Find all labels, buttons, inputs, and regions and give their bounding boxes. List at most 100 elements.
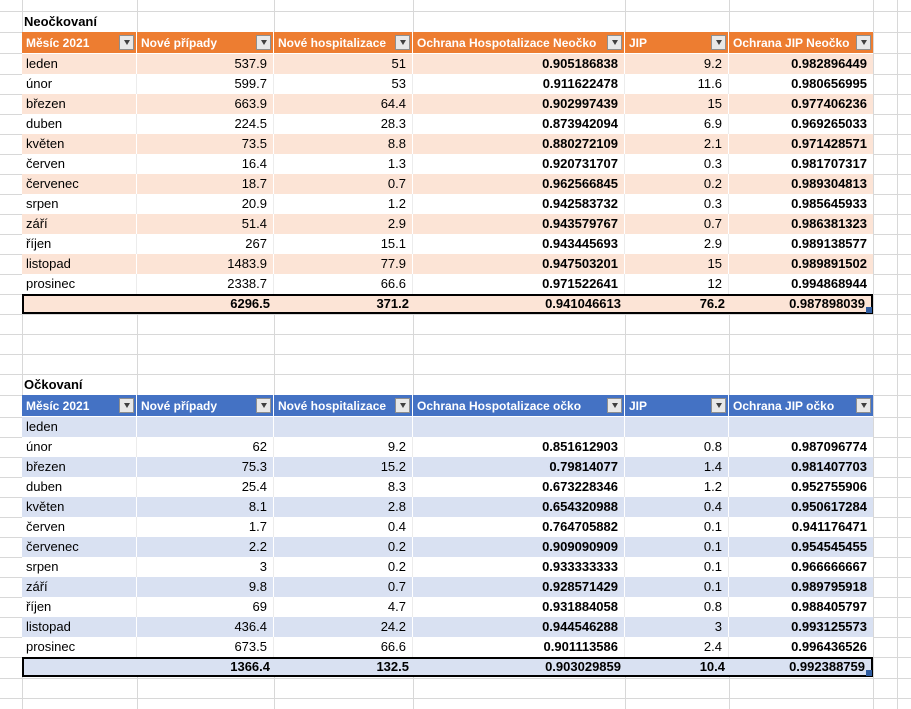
value-cell[interactable]: 0.911622478: [413, 74, 625, 94]
value-cell[interactable]: 0.920731707: [413, 154, 625, 174]
value-cell[interactable]: 0.942583732: [413, 194, 625, 214]
value-cell[interactable]: 0.996436526: [791, 639, 867, 654]
value-cell[interactable]: 1.7: [137, 517, 274, 537]
value-cell[interactable]: 0.79814077: [413, 457, 625, 477]
value-cell[interactable]: 6.9: [625, 114, 729, 134]
fill-handle[interactable]: [866, 670, 872, 676]
value-cell[interactable]: 0.4: [625, 497, 729, 517]
value-cell[interactable]: 51: [274, 54, 413, 74]
total-cell[interactable]: 6296.5: [230, 296, 270, 311]
value-cell[interactable]: 9.2: [274, 437, 413, 457]
value-cell[interactable]: 0.873942094: [413, 114, 625, 134]
value-cell[interactable]: 24.2: [274, 617, 413, 637]
value-cell[interactable]: 0.981707317: [791, 156, 867, 171]
value-cell[interactable]: 15.1: [274, 234, 413, 254]
value-cell[interactable]: 537.9: [137, 54, 274, 74]
month-cell[interactable]: březen: [22, 94, 137, 114]
value-cell[interactable]: 0.673228346: [413, 477, 625, 497]
value-cell[interactable]: 0.977406236: [791, 96, 867, 111]
value-cell[interactable]: 1483.9: [137, 254, 274, 274]
value-cell[interactable]: 0.962566845: [413, 174, 625, 194]
value-cell[interactable]: 0.905186838: [413, 54, 625, 74]
month-cell[interactable]: říjen: [22, 234, 137, 254]
value-cell[interactable]: 9.2: [625, 54, 729, 74]
value-cell[interactable]: 66.6: [274, 637, 413, 657]
value-cell[interactable]: 0.4: [274, 517, 413, 537]
value-cell[interactable]: 1.2: [625, 477, 729, 497]
filter-dropdown-icon[interactable]: [395, 35, 410, 50]
value-cell[interactable]: 0.901113586: [413, 637, 625, 657]
column-header[interactable]: Nové případy: [137, 32, 274, 54]
value-cell[interactable]: 0.986381323: [791, 216, 867, 231]
month-cell[interactable]: červenec: [22, 537, 137, 557]
filter-dropdown-icon[interactable]: [711, 35, 726, 50]
value-cell[interactable]: 0.933333333: [413, 557, 625, 577]
value-cell[interactable]: 1.4: [625, 457, 729, 477]
value-cell[interactable]: 0.943445693: [413, 234, 625, 254]
month-cell[interactable]: září: [22, 214, 137, 234]
month-cell[interactable]: únor: [22, 437, 137, 457]
value-cell[interactable]: 0.971428571: [791, 136, 867, 151]
value-cell[interactable]: 0.966666667: [791, 559, 867, 574]
value-cell[interactable]: 69: [137, 597, 274, 617]
total-cell[interactable]: 371.2: [376, 296, 409, 311]
value-cell[interactable]: 15: [625, 254, 729, 274]
total-cell[interactable]: [24, 296, 139, 312]
total-cell[interactable]: 0.987898039: [789, 296, 865, 311]
month-cell[interactable]: listopad: [22, 254, 137, 274]
month-cell[interactable]: srpen: [22, 194, 137, 214]
column-header[interactable]: Nové hospitalizace: [274, 32, 413, 54]
month-cell[interactable]: prosinec: [22, 274, 137, 294]
month-cell[interactable]: duben: [22, 477, 137, 497]
value-cell[interactable]: 0.3: [625, 194, 729, 214]
value-cell[interactable]: 0.981407703: [791, 459, 867, 474]
value-cell[interactable]: 0.880272109: [413, 134, 625, 154]
value-cell[interactable]: 0.3: [625, 154, 729, 174]
value-cell[interactable]: 1.2: [274, 194, 413, 214]
value-cell[interactable]: 0.987096774: [791, 439, 867, 454]
filter-dropdown-icon[interactable]: [607, 35, 622, 50]
month-cell[interactable]: září: [22, 577, 137, 597]
value-cell[interactable]: 0.7: [274, 577, 413, 597]
value-cell[interactable]: 2.9: [274, 214, 413, 234]
value-cell[interactable]: [274, 417, 413, 437]
value-cell[interactable]: 25.4: [137, 477, 274, 497]
column-header[interactable]: Ochrana JIP Neočko: [729, 32, 873, 54]
value-cell[interactable]: 267: [137, 234, 274, 254]
value-cell[interactable]: [625, 417, 729, 437]
value-cell[interactable]: 3: [625, 617, 729, 637]
table-title[interactable]: Neočkovaní: [24, 14, 97, 29]
total-cell[interactable]: [24, 659, 139, 675]
value-cell[interactable]: 8.8: [274, 134, 413, 154]
month-cell[interactable]: duben: [22, 114, 137, 134]
value-cell[interactable]: 73.5: [137, 134, 274, 154]
filter-dropdown-icon[interactable]: [607, 398, 622, 413]
value-cell[interactable]: 64.4: [274, 94, 413, 114]
value-cell[interactable]: 224.5: [137, 114, 274, 134]
month-cell[interactable]: červen: [22, 517, 137, 537]
value-cell[interactable]: 1.3: [274, 154, 413, 174]
value-cell[interactable]: 0.989795918: [791, 579, 867, 594]
value-cell[interactable]: 15.2: [274, 457, 413, 477]
value-cell[interactable]: 0.7: [274, 174, 413, 194]
value-cell[interactable]: 0.969265033: [791, 116, 867, 131]
filter-dropdown-icon[interactable]: [395, 398, 410, 413]
value-cell[interactable]: 2.1: [625, 134, 729, 154]
fill-handle[interactable]: [866, 307, 872, 313]
value-cell[interactable]: 9.8: [137, 577, 274, 597]
value-cell[interactable]: 0.1: [625, 557, 729, 577]
value-cell[interactable]: 599.7: [137, 74, 274, 94]
filter-dropdown-icon[interactable]: [711, 398, 726, 413]
value-cell[interactable]: 8.1: [137, 497, 274, 517]
value-cell[interactable]: 0.8: [625, 437, 729, 457]
value-cell[interactable]: 20.9: [137, 194, 274, 214]
value-cell[interactable]: 0.902997439: [413, 94, 625, 114]
month-cell[interactable]: prosinec: [22, 637, 137, 657]
value-cell[interactable]: 16.4: [137, 154, 274, 174]
value-cell[interactable]: 8.3: [274, 477, 413, 497]
month-cell[interactable]: květen: [22, 497, 137, 517]
value-cell[interactable]: 0.1: [625, 517, 729, 537]
value-cell[interactable]: 0.989891502: [791, 256, 867, 271]
value-cell[interactable]: 11.6: [625, 74, 729, 94]
value-cell[interactable]: 0.928571429: [413, 577, 625, 597]
